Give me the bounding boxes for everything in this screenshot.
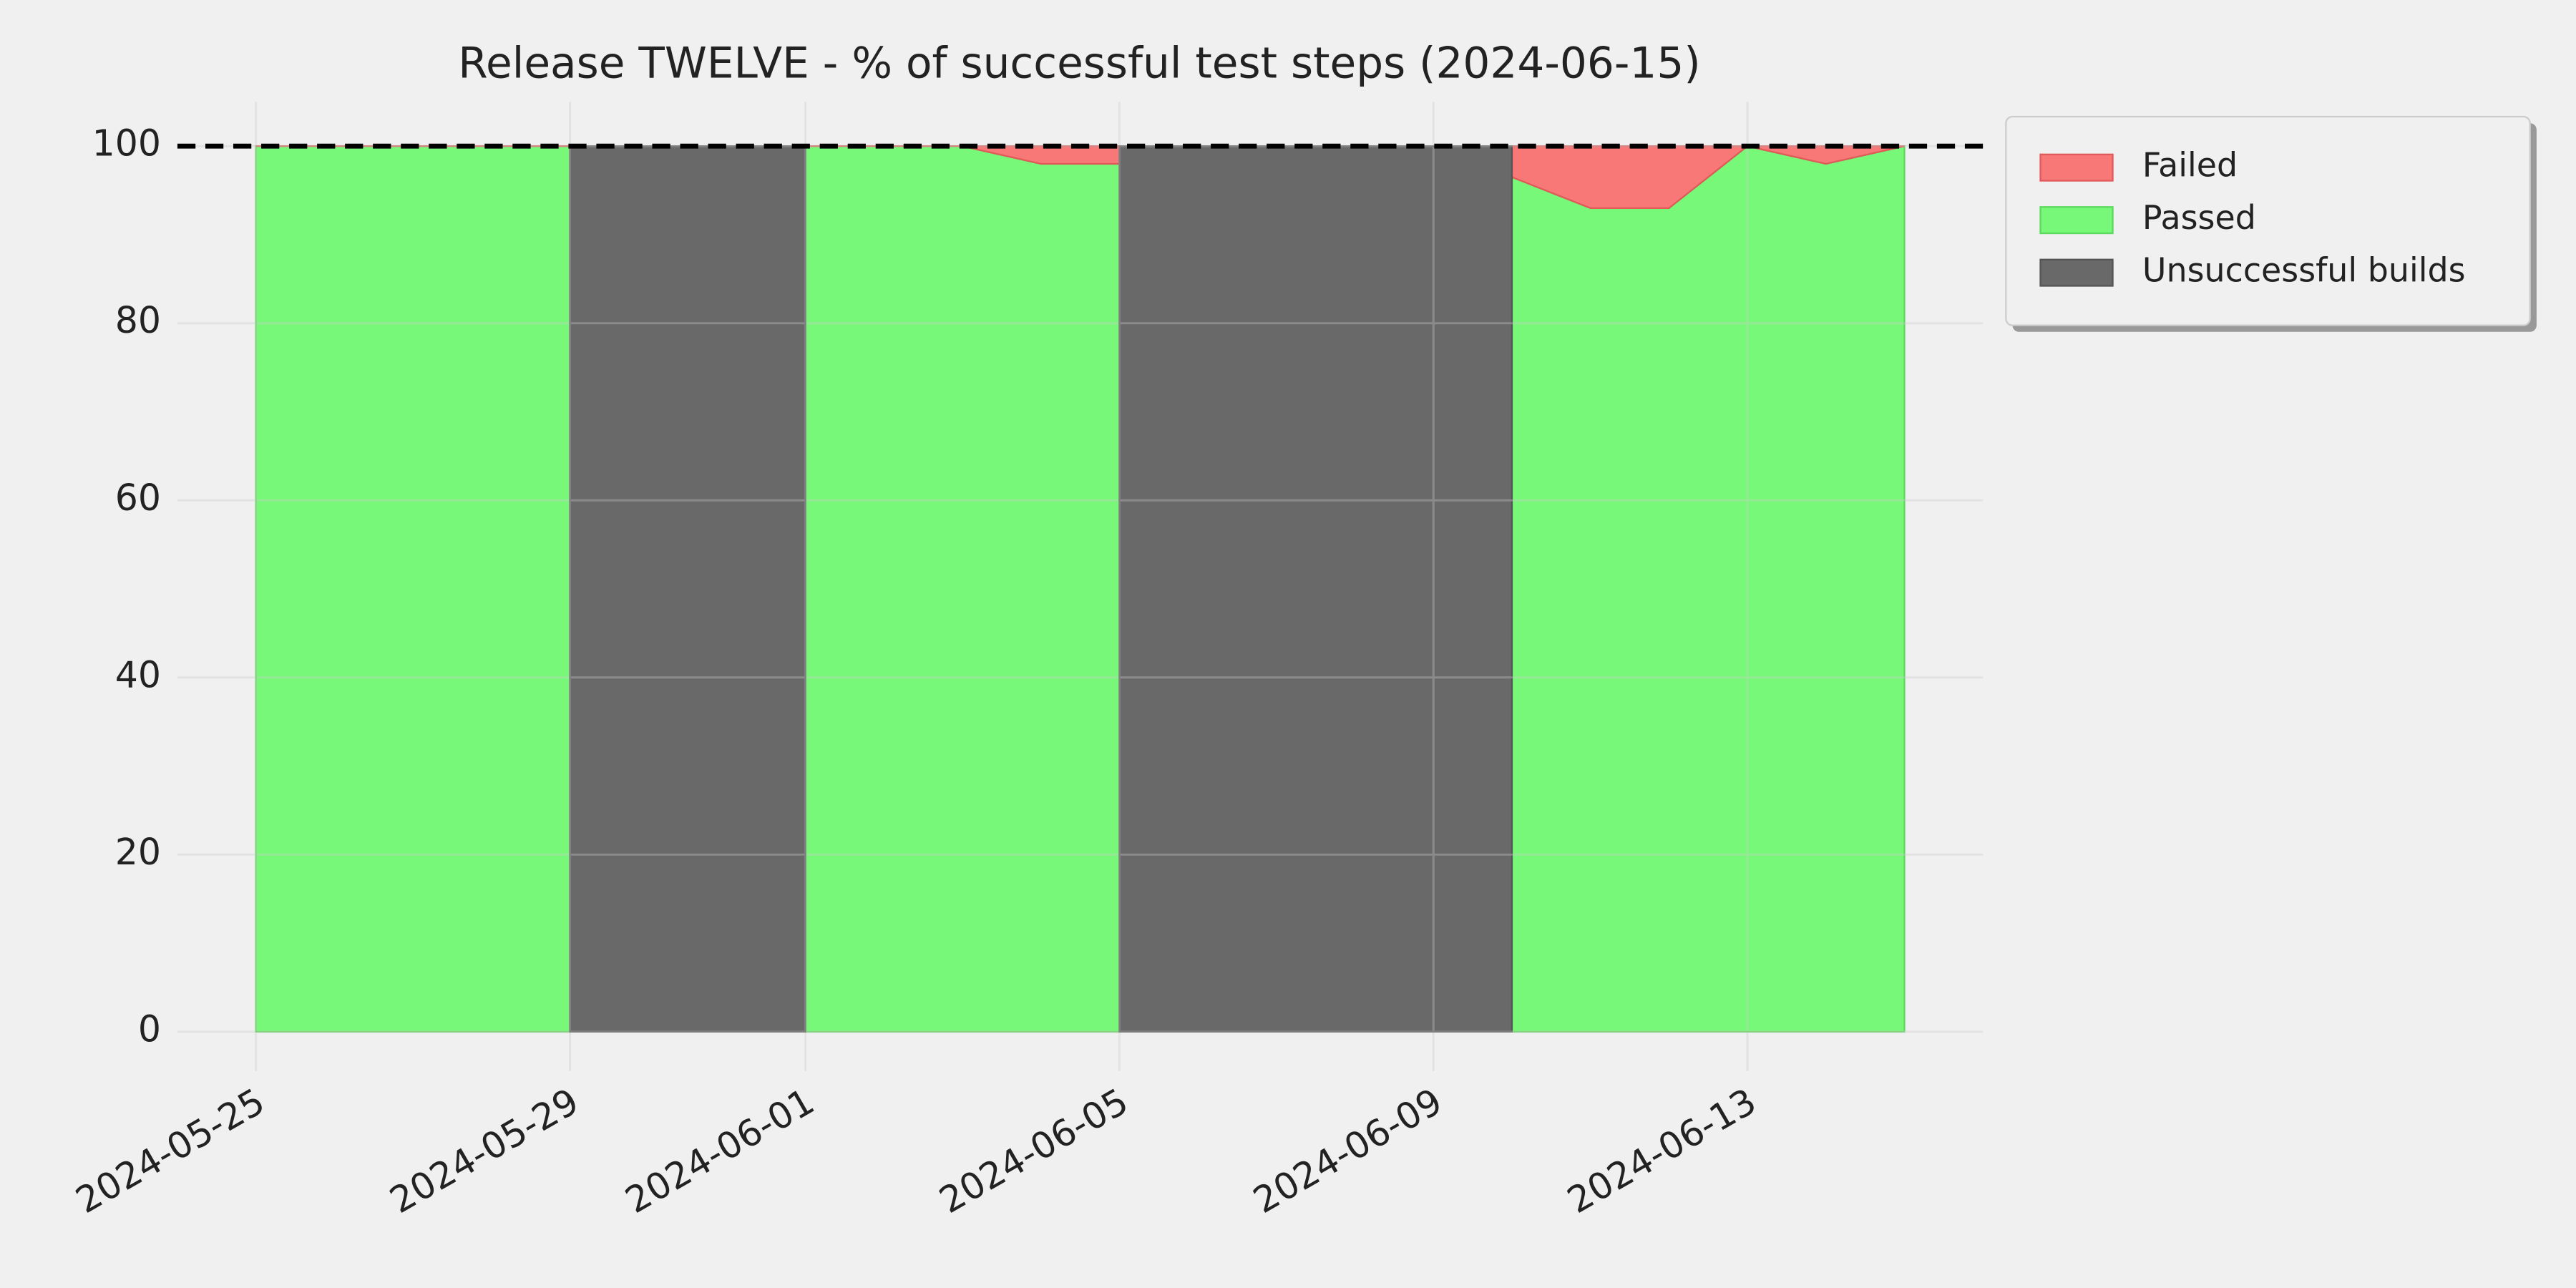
y-tick-label: 100 <box>92 122 161 165</box>
chart-title: Release TWELVE - % of successful test st… <box>458 39 1700 88</box>
y-tick-label: 80 <box>115 299 161 341</box>
legend-swatch <box>2039 258 2114 287</box>
legend-label: Passed <box>2142 198 2256 237</box>
legend-label: Failed <box>2142 146 2238 185</box>
legend-swatch <box>2039 206 2114 235</box>
y-tick-label: 60 <box>115 477 161 519</box>
legend-box <box>2005 115 2531 326</box>
y-tick-label: 20 <box>115 831 161 873</box>
legend-label: Unsuccessful builds <box>2142 251 2466 290</box>
passed-area <box>255 145 1906 1033</box>
y-tick-label: 40 <box>115 653 161 696</box>
y-tick-label: 0 <box>138 1008 161 1050</box>
legend-swatch <box>2039 153 2114 182</box>
